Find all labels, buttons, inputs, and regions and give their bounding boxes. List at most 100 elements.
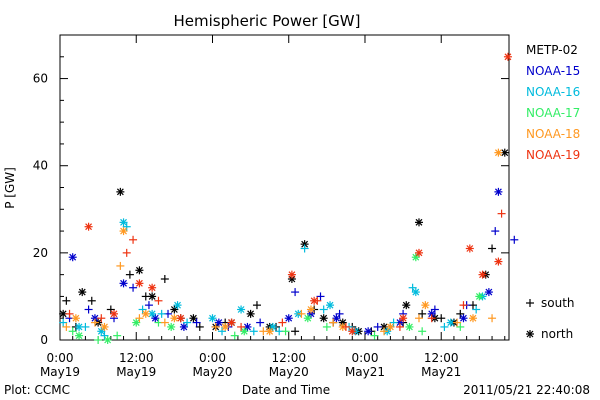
noaa-17-south-point [68, 327, 77, 336]
legend-entry-noaa-15: NOAA-15 [526, 64, 580, 78]
x-tick-label-date: May19 [116, 365, 156, 379]
noaa-19-north-point [478, 270, 487, 279]
noaa-18-north-point [421, 301, 430, 310]
noaa-17-south-point [370, 331, 379, 340]
plot-timestamp: 2011/05/21 22:40:08 [463, 383, 590, 397]
noaa-16-south-point [249, 327, 258, 336]
noaa-15-south-point [373, 322, 382, 331]
noaa-18-south-point [380, 327, 389, 336]
noaa-16-north-point [237, 305, 246, 314]
noaa-19-north-point [503, 52, 512, 61]
noaa-15-north-point [214, 318, 223, 327]
metp-02-north-point [246, 309, 255, 318]
noaa-17-north-point [411, 253, 420, 262]
marker-legend: south north [526, 296, 575, 341]
noaa-15-south-point [84, 305, 93, 314]
noaa-19-north-point [348, 327, 357, 336]
noaa-17-north-point [303, 314, 312, 323]
noaa-15-south-point [256, 318, 265, 327]
noaa-16-south-point [122, 222, 131, 231]
noaa-19-south-point [129, 235, 138, 244]
noaa-19-south-point [395, 322, 404, 331]
metp-02-south-point [252, 301, 261, 310]
noaa-19-north-point [287, 270, 296, 279]
metp-02-south-point [125, 270, 134, 279]
noaa-17-south-point [456, 322, 465, 331]
metp-02-north-point [116, 187, 125, 196]
noaa-17-north-point [405, 322, 414, 331]
noaa-18-south-point [297, 309, 306, 318]
noaa-16-south-point [319, 305, 328, 314]
noaa-17-north-point [167, 322, 176, 331]
y-axis-label: P [GW] [3, 167, 17, 209]
metp-02-south-point [160, 275, 169, 283]
noaa-18-south-point [135, 314, 144, 323]
noaa-18-north-point [265, 327, 274, 336]
noaa-17-north-point [103, 336, 112, 344]
noaa-16-south-point [440, 322, 449, 331]
noaa-19-south-point [427, 314, 436, 323]
noaa-19-south-point [278, 318, 287, 327]
noaa-18-north-point [119, 227, 128, 236]
noaa-15-south-point [291, 288, 300, 297]
metp-02-north-point [402, 301, 411, 310]
legend-entry-noaa-16: NOAA-16 [526, 85, 580, 99]
noaa-15-north-point [459, 314, 468, 323]
x-tick-label-time: 12:00 [119, 351, 154, 365]
marker-legend-label: north [541, 327, 573, 341]
marker-legend-north: north [526, 327, 573, 341]
noaa-16-south-point [138, 305, 147, 314]
noaa-19-north-point [110, 309, 119, 318]
marker-legend-label: south [541, 296, 575, 310]
legend-entry-noaa-17: NOAA-17 [526, 106, 580, 120]
x-tick-label-date: May21 [421, 365, 461, 379]
noaa-19-north-point [227, 318, 236, 327]
legend-entry-noaa-18: NOAA-18 [526, 127, 580, 141]
noaa-19-north-point [148, 283, 157, 292]
metp-02-north-point [319, 314, 328, 323]
marker-legend-south: south [526, 296, 575, 310]
noaa-15-north-point [179, 322, 188, 331]
noaa-18-south-point [414, 314, 423, 323]
noaa-16-north-point [97, 327, 106, 336]
noaa-19-north-point [176, 314, 185, 323]
x-tick-label-time: 0:00 [47, 351, 74, 365]
noaa-15-south-point [144, 301, 153, 310]
noaa-16-north-point [268, 322, 277, 331]
noaa-19-north-point [135, 279, 144, 288]
noaa-15-south-point [335, 309, 344, 318]
noaa-15-north-point [484, 288, 493, 297]
plot-frame [59, 34, 510, 341]
y-tick-label: 60 [33, 72, 48, 86]
noaa-18-south-point [90, 318, 99, 327]
noaa-16-south-point [100, 331, 109, 340]
plot-credit: Plot: CCMC [4, 383, 70, 397]
noaa-16-north-point [75, 322, 84, 331]
noaa-16-south-point [408, 283, 417, 292]
noaa-17-south-point [230, 331, 239, 340]
noaa-19-north-point [84, 222, 93, 231]
metp-02-north-point [148, 292, 157, 301]
legend: METP-02 NOAA-15 NOAA-16 NOAA-17 NOAA-18 NOAA-… [526, 43, 580, 162]
noaa-18-south-point [453, 318, 462, 327]
metp-02-south-point [488, 244, 497, 253]
noaa-19-south-point [97, 314, 106, 323]
noaa-15-south-point [192, 318, 201, 327]
noaa-19-north-point [465, 244, 474, 253]
metp-02-north-point [500, 148, 509, 157]
noaa-15-south-point [129, 283, 138, 292]
noaa-18-south-point [160, 318, 169, 327]
noaa-19-north-point [310, 296, 319, 305]
metp-02-north-point [170, 305, 179, 314]
metp-02-north-point [135, 266, 144, 275]
noaa-15-south-point [430, 305, 439, 314]
x-tick-label-time: 0:00 [352, 351, 379, 365]
noaa-15-north-point [364, 327, 373, 336]
noaa-16-north-point [326, 301, 335, 310]
noaa-16-south-point [389, 318, 398, 327]
legend-entry-noaa-19: NOAA-19 [526, 148, 580, 162]
noaa-16-north-point [208, 314, 217, 323]
noaa-19-north-point [414, 248, 423, 257]
y-tick-label: 40 [33, 159, 48, 173]
